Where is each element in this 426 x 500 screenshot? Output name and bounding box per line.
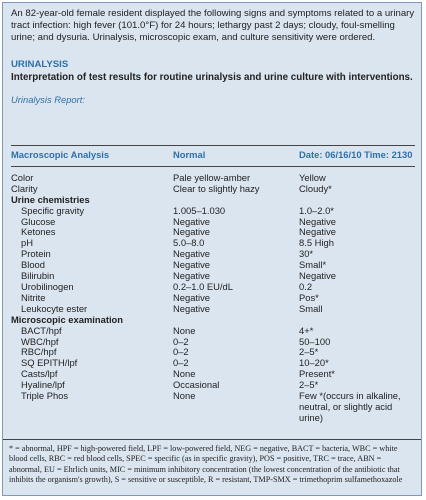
result-value: 1.0–2.0*: [299, 204, 334, 216]
result-value: 10–20*: [299, 357, 329, 369]
normal-value: Negative: [173, 302, 211, 314]
table-row: Nitrite Negative Pos*: [11, 291, 415, 304]
result-value: Present*: [299, 368, 335, 380]
result-value: Negative: [299, 226, 337, 238]
table-row: Triple Phos None Few *(occurs in alkaline,…: [11, 390, 415, 424]
section-title: URINALYSIS: [11, 59, 69, 70]
test-name: SQ EPITH/lpf: [21, 357, 78, 369]
subtitle: Interpretation of test results for routi…: [11, 72, 413, 83]
result-value: 2–5*: [299, 379, 319, 391]
table-row: pH 5.0–8.0 8.5 High: [11, 237, 415, 249]
report-label: Urinalysis Report:: [11, 94, 85, 105]
footnote: * = abnormal, HPF = high-powered field, …: [3, 439, 421, 490]
header-row: Macroscopic Analysis Normal Date: 06/16/10…: [11, 145, 415, 167]
normal-value: None: [173, 324, 196, 336]
normal-value: 0–2: [173, 335, 189, 347]
normal-value: Negative: [173, 291, 211, 303]
table-row: Specific gravity 1.005–1.030 1.0–2.0*: [11, 204, 415, 217]
test-name: Clarity: [11, 182, 38, 194]
test-name: Glucose: [21, 215, 56, 227]
table-row: Blood Negative Small*: [11, 259, 415, 271]
table-row: Glucose Negative Negative: [11, 215, 415, 228]
section-heading: Urine chemistries: [11, 193, 90, 205]
table-row: Protein Negative 30*: [11, 248, 415, 260]
test-name: Protein: [21, 248, 51, 260]
result-value: 0.2: [299, 280, 313, 292]
test-name: pH: [21, 237, 33, 249]
normal-value: 5.0–8.0: [173, 237, 205, 249]
header-cell: Normal: [173, 145, 299, 167]
table-row: Microscopic examination: [11, 313, 415, 326]
result-value: Few *(occurs in alkaline, neutral, or sl…: [299, 390, 401, 423]
normal-value: Occasional: [173, 379, 220, 391]
header-cell: Date: 06/16/10 Time: 2130: [299, 145, 415, 167]
test-name: Leukocyte ester: [21, 302, 88, 314]
table-row: Urobilinogen 0.2–1.0 EU/dL 0.2: [11, 280, 415, 293]
test-name: Triple Phos: [21, 390, 69, 402]
result-value: 4+*: [299, 324, 314, 336]
section-heading: Microscopic examination: [11, 313, 124, 325]
result-value: Small*: [299, 259, 327, 271]
table-row: Bilirubin Negative Negative: [11, 270, 415, 282]
result-value: Yellow: [299, 171, 326, 183]
table-row: Clarity Clear to slightly hazy Cloudy*: [11, 182, 415, 195]
table-row: RBC/hpf 0–2 2–5*: [11, 347, 415, 358]
result-value: Small: [299, 302, 323, 314]
header-cell: Macroscopic Analysis: [11, 145, 173, 167]
table-row: Hyaline/lpf Occasional 2–5*: [11, 379, 415, 391]
test-name: Color: [11, 171, 34, 183]
test-name: Nitrite: [21, 291, 46, 303]
normal-value: 0.2–1.0 EU/dL: [173, 280, 233, 292]
normal-value: Clear to slightly hazy: [173, 182, 260, 194]
test-name: RBC/hpf: [21, 346, 57, 358]
table-row: Ketones Negative Negative: [11, 227, 415, 238]
normal-value: 0–2: [173, 357, 189, 369]
normal-value: None: [173, 368, 196, 380]
result-value: Negative: [299, 270, 337, 282]
table-row: BACT/hpf None 4+*: [11, 324, 415, 337]
test-name: Bilirubin: [21, 270, 55, 282]
test-name: Ketones: [21, 226, 56, 238]
table-row: Casts/lpf None Present*: [11, 368, 415, 380]
test-name: WBC/hpf: [21, 335, 59, 347]
table-row: SQ EPITH/lpf 0–2 10–20*: [11, 357, 415, 369]
normal-value: Negative: [173, 248, 211, 260]
table-row: Leukocyte ester Negative Small: [11, 302, 415, 315]
test-name: Specific gravity: [21, 204, 85, 216]
test-name: Casts/lpf: [21, 368, 58, 380]
result-value: 8.5 High: [299, 237, 334, 249]
normal-value: Negative: [173, 259, 211, 271]
normal-value: Negative: [173, 270, 211, 282]
normal-value: Negative: [173, 215, 211, 227]
normal-value: 0–2: [173, 346, 189, 358]
table-row: Urine chemistries: [11, 193, 415, 206]
normal-value: None: [173, 390, 196, 402]
normal-value: 1.005–1.030: [173, 204, 226, 216]
result-value: Negative: [299, 215, 337, 227]
test-name: Blood: [21, 259, 45, 271]
table-row: WBC/hpf 0–2 50–100: [11, 335, 415, 348]
normal-value: Pale yellow-amber: [173, 171, 251, 183]
test-name: Hyaline/lpf: [21, 379, 65, 391]
result-value: 30*: [299, 248, 314, 260]
table-header: Macroscopic Analysis Normal Date: 06/16/10…: [11, 145, 415, 167]
result-value: 2–5*: [299, 346, 319, 358]
panel: An 82-year-old female resident displayed…: [2, 2, 422, 496]
intro: An 82-year-old female resident displayed…: [11, 8, 415, 43]
result-value: Pos*: [299, 291, 319, 303]
results-table: Macroscopic Analysis Normal Date: 06/16/10…: [11, 145, 415, 424]
test-name: Urobilinogen: [21, 280, 74, 292]
normal-value: Negative: [173, 226, 211, 238]
table-row: Color Pale yellow-amber Yellow: [11, 166, 415, 183]
result-value: Cloudy*: [299, 182, 332, 194]
result-value: 50–100: [299, 335, 331, 347]
table-body: Color Pale yellow-amber Yellow Clarity Clear…: [11, 166, 415, 423]
test-name: BACT/hpf: [21, 324, 62, 336]
